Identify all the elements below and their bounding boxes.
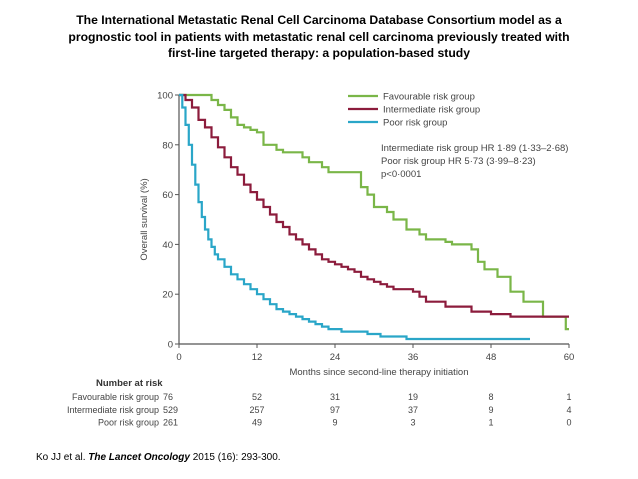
annotation-1: Poor risk group HR 5·73 (3·99–8·23): [381, 156, 536, 167]
risk-value-0-1: 52: [252, 392, 262, 402]
legend-label-0: Favourable risk group: [383, 92, 475, 103]
risk-value-2-2: 9: [332, 418, 337, 428]
citation-journal: The Lancet Oncology: [88, 452, 190, 463]
risk-value-0-2: 31: [330, 392, 340, 402]
survival-curves: [179, 93, 569, 341]
y-tick-label-60: 60: [162, 190, 173, 201]
citation-authors: Ko JJ et al.: [36, 452, 89, 463]
chart-legend: Favourable risk group Intermediate risk g…: [348, 92, 480, 129]
x-axis-label: Months since second-line therapy initiat…: [289, 367, 468, 378]
slide-title-line-1: The International Metastatic Renal Cell …: [76, 13, 562, 27]
citation-details: 2015 (16): 293-300.: [189, 452, 281, 463]
risk-value-2-3: 3: [410, 418, 415, 428]
citation: Ko JJ et al. The Lancet Oncology 2015 (1…: [36, 452, 281, 463]
legend-label-2: Poor risk group: [383, 118, 447, 129]
y-tick-label-80: 80: [162, 140, 173, 151]
risk-row-label-2: Poor risk group: [98, 418, 159, 428]
chart-axes: 0 20 40 60 80 100 0 12 24 36 48 60 Months since seco…: [139, 91, 574, 379]
y-tick-label-20: 20: [162, 290, 173, 301]
y-axis-label: Overall survival (%): [139, 178, 150, 260]
risk-value-1-1: 257: [249, 405, 264, 415]
risk-row-label-1: Intermediate risk group: [67, 405, 159, 415]
x-tick-label-12: 12: [252, 352, 263, 363]
annotation-0: Intermediate risk group HR 1·89 (1·33–2·…: [381, 143, 568, 154]
risk-value-1-3: 37: [408, 405, 418, 415]
risk-value-2-4: 1: [488, 418, 493, 428]
risk-row-label-0: Favourable risk group: [72, 392, 159, 402]
y-tick-label-40: 40: [162, 240, 173, 251]
risk-value-1-0: 529: [163, 405, 178, 415]
risk-value-0-4: 8: [488, 392, 493, 402]
hazard-ratio-annotations: Intermediate risk group HR 1·89 (1·33–2·…: [381, 143, 568, 180]
risk-value-1-5: 4: [566, 405, 571, 415]
legend-label-1: Intermediate risk group: [383, 105, 480, 116]
survival-curve-2: [179, 93, 530, 341]
survival-curve-1: [179, 93, 569, 318]
slide-title-line-3: first-line targeted therapy: a populatio…: [167, 46, 470, 60]
risk-table-title: Number at risk: [96, 378, 163, 389]
risk-value-0-0: 76: [163, 392, 173, 402]
risk-value-2-1: 49: [252, 418, 262, 428]
slide-title: The International Metastatic Renal Cell …: [0, 12, 638, 62]
number-at-risk-table: Number at risk Favourable risk group 76 52 3…: [67, 378, 572, 428]
x-tick-label-48: 48: [486, 352, 497, 363]
annotation-2: p<0·0001: [381, 169, 421, 180]
risk-value-0-5: 1: [566, 392, 571, 402]
risk-value-2-5: 0: [566, 418, 571, 428]
risk-value-1-2: 97: [330, 405, 340, 415]
x-tick-label-24: 24: [330, 352, 341, 363]
risk-value-1-4: 9: [488, 405, 493, 415]
survival-curve-0: [179, 93, 569, 331]
x-tick-label-0: 0: [176, 352, 181, 363]
risk-value-0-3: 19: [408, 392, 418, 402]
risk-value-2-0: 261: [163, 418, 178, 428]
x-tick-label-60: 60: [564, 352, 575, 363]
x-tick-label-36: 36: [408, 352, 419, 363]
slide-title-line-2: prognostic tool in patients with metasta…: [68, 29, 570, 44]
y-tick-label-0: 0: [168, 340, 173, 351]
y-tick-label-100: 100: [157, 91, 173, 102]
